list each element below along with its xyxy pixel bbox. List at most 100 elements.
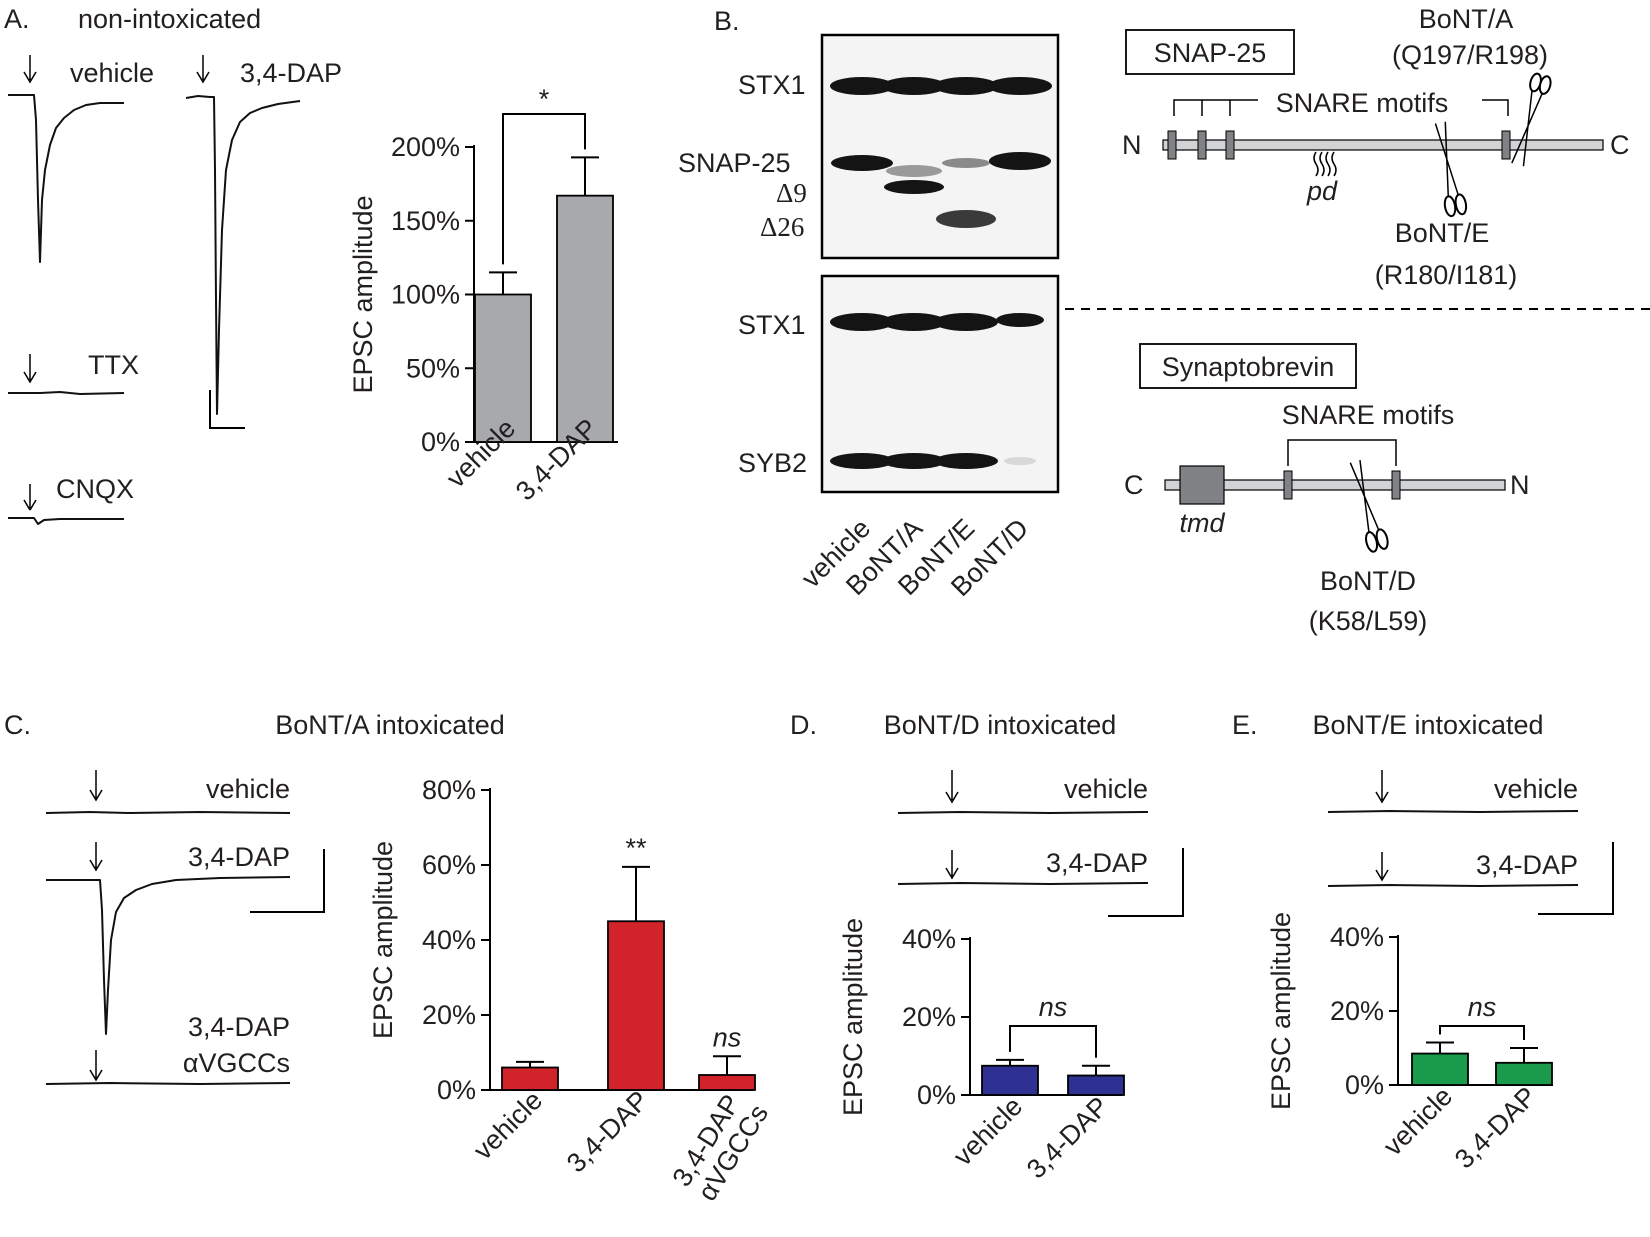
- snap25-c-terminus: C: [1610, 130, 1630, 160]
- bar: [1495, 1061, 1553, 1086]
- syb-snare-motifs-label: SNARE motifs: [1282, 400, 1455, 430]
- epsc-trace-vehicle: [8, 94, 124, 263]
- bar: [1067, 1074, 1125, 1096]
- pd-label: pd: [1306, 176, 1338, 206]
- y-tick-label: 20%: [902, 1002, 956, 1032]
- panel-a-letter: A.: [4, 4, 30, 34]
- panel-e: E. BoNT/E intoxicated vehicle 3,4-DAP 0%…: [1232, 710, 1614, 1174]
- x-tick-label: 3,4-DAP: [1021, 1091, 1114, 1184]
- panel-a-title: non-intoxicated: [78, 4, 261, 34]
- panel-e-letter: E.: [1232, 710, 1258, 740]
- trace-label-dap: 3,4-DAP: [188, 842, 290, 872]
- snare-motif-block: [1391, 470, 1401, 500]
- blot-label-delta26: Δ26: [760, 212, 804, 242]
- bontd-label: BoNT/D: [1320, 566, 1416, 596]
- y-axis-label: EPSC amplitude: [1266, 912, 1296, 1110]
- panel-b: B. STX1 SNAP-25 Δ9 Δ26 STX1 SYB2 vehicle…: [678, 4, 1650, 636]
- transmembrane-domain-block: [1179, 465, 1225, 505]
- stimulus-arrow-icon: [23, 484, 37, 511]
- trace-label-vehicle: vehicle: [206, 774, 290, 804]
- snare-motif-block: [1197, 130, 1207, 160]
- panel-d-letter: D.: [790, 710, 817, 740]
- trace-label-dap: 3,4-DAP: [1046, 848, 1148, 878]
- snare-motif-block: [1283, 470, 1293, 500]
- scissors-icon-bontd: [1349, 460, 1389, 553]
- stimulus-arrow-icon: [1375, 852, 1389, 882]
- blot-band: [831, 155, 893, 171]
- synaptobrevin-box-label: Synaptobrevin: [1162, 352, 1335, 382]
- trace-label-cnqx: CNQX: [56, 474, 134, 504]
- stimulus-arrow-icon: [89, 842, 103, 872]
- scale-bar: [1108, 848, 1184, 917]
- y-axis-label: EPSC amplitude: [348, 195, 378, 393]
- y-axis-label: EPSC amplitude: [838, 918, 868, 1116]
- y-tick-label: 200%: [391, 132, 460, 162]
- bar: [698, 1074, 756, 1091]
- scissors-icon-bonta: [1511, 72, 1552, 167]
- snap25-n-terminus: N: [1122, 130, 1142, 160]
- y-tick-label: 20%: [422, 1000, 476, 1030]
- blot-label-syb2: SYB2: [738, 448, 807, 478]
- bar: [1411, 1052, 1469, 1086]
- x-tick-label: vehicle: [948, 1091, 1029, 1172]
- y-tick-label: 40%: [422, 925, 476, 955]
- y-axis-label: EPSC amplitude: [368, 841, 398, 1039]
- snare-motif-block: [1167, 130, 1177, 160]
- blot-band: [830, 313, 894, 331]
- significance-label: **: [625, 833, 647, 863]
- stimulus-arrow-icon: [945, 850, 959, 880]
- scale-bar: [250, 849, 325, 913]
- y-tick-label: 50%: [406, 353, 460, 383]
- blot-label-stx1-bottom: STX1: [738, 310, 806, 340]
- x-tick-label: 3,4-DAP: [561, 1085, 654, 1178]
- stimulus-arrow-icon: [89, 1050, 103, 1082]
- blot-label-delta9: Δ9: [776, 178, 807, 208]
- significance-label: ns: [713, 1022, 742, 1052]
- trace-label-vehicle: vehicle: [70, 58, 154, 88]
- blot-label-stx1-top: STX1: [738, 70, 806, 100]
- blot-band: [882, 453, 946, 469]
- significance-bracket: [1439, 1025, 1525, 1040]
- tmd-label: tmd: [1179, 508, 1225, 538]
- x-tick-label: 3,4-DAP: [1449, 1081, 1542, 1174]
- scissors-icon-bonte: [1434, 121, 1468, 218]
- y-tick-label: 40%: [902, 924, 956, 954]
- palmitoylation-icon: [1313, 151, 1337, 177]
- bar: [556, 194, 614, 443]
- trace-label-vgcc: αVGCCs: [183, 1048, 290, 1078]
- y-tick-label: 0%: [1345, 1070, 1384, 1100]
- bar-chart-c: 0% 20% 40% 60% 80% EPSC amplitude vehicle 3,4-D…: [368, 775, 774, 1206]
- snap25-box-label: SNAP-25: [1154, 38, 1267, 68]
- snare-motif-bracket: [1287, 439, 1397, 466]
- x-tick-label: vehicle: [1378, 1081, 1459, 1162]
- significance-label: ns: [1468, 992, 1497, 1022]
- y-tick-label: 40%: [1330, 922, 1384, 952]
- blot-band: [934, 453, 998, 469]
- panel-c-letter: C.: [4, 710, 31, 740]
- blot-band: [988, 77, 1052, 95]
- snare-motif-block: [1501, 130, 1511, 160]
- bontd-site-label: (K58/L59): [1309, 606, 1428, 636]
- trace-ttx: [8, 391, 125, 395]
- western-blot-top: [820, 33, 1060, 260]
- blot-band: [934, 313, 998, 331]
- trace-dap: [1327, 884, 1579, 887]
- y-tick-label: 100%: [391, 280, 460, 310]
- blot-band: [942, 158, 990, 168]
- blot-band: [882, 313, 946, 331]
- blot-band: [1004, 457, 1036, 465]
- trace-label-vehicle: vehicle: [1494, 774, 1578, 804]
- stimulus-arrow-icon: [23, 354, 37, 384]
- x-tick-label: vehicle: [468, 1085, 549, 1166]
- trace-cnqx: [8, 517, 124, 525]
- trace-vehicle: [1327, 810, 1579, 813]
- snap25-label-box: [1125, 29, 1295, 75]
- blot-band: [830, 77, 894, 95]
- y-tick-label: 60%: [422, 850, 476, 880]
- bonte-site-label: (R180/I181): [1375, 260, 1518, 290]
- blot-band: [934, 77, 998, 95]
- panel-c: C. BoNT/A intoxicated vehicle 3,4-DAP 3,…: [4, 710, 774, 1206]
